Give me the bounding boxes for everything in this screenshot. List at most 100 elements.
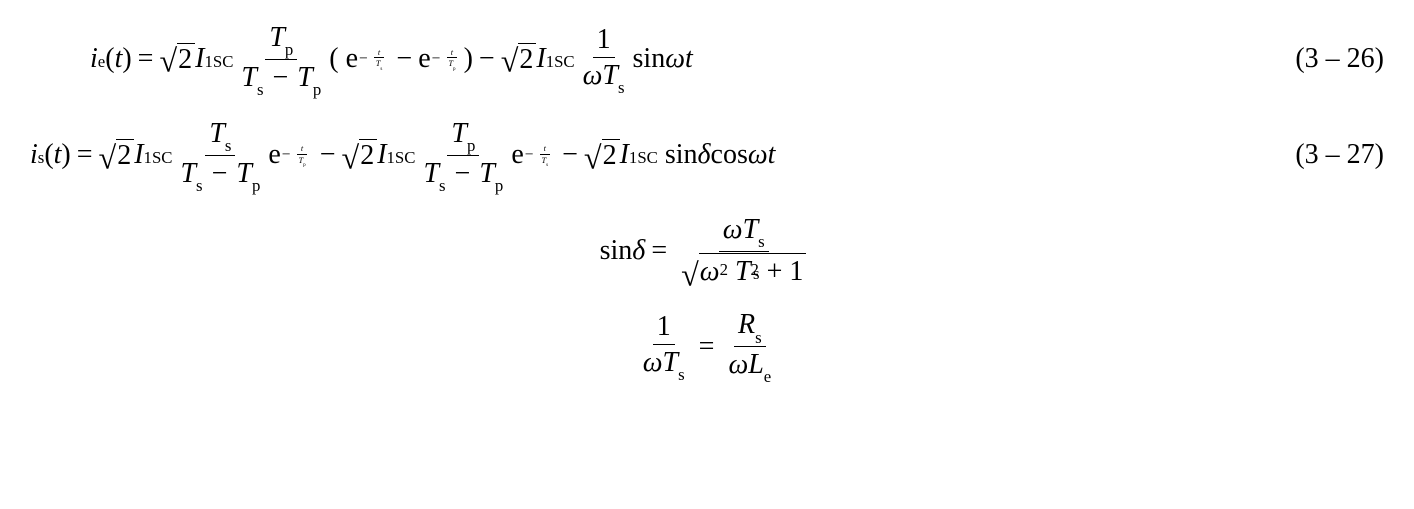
equation-3-26: ie ( t ) = √2 I1SC Tp Ts − Tp ( e − t Ts…	[30, 20, 693, 98]
equation-row-3-26: ie ( t ) = √2 I1SC Tp Ts − Tp ( e − t Ts…	[30, 20, 1384, 98]
Le-base: L	[748, 349, 764, 380]
frac-t-over-Ts: t Ts	[372, 47, 387, 72]
Rs-base: R	[738, 309, 755, 340]
equals-sign-4: =	[699, 331, 715, 363]
Ts-base-8: T	[735, 254, 751, 289]
equation-row-sindelta: sinδ = ωTs √ ω2 T2s + 1	[30, 212, 1384, 289]
delta-2: δ	[632, 235, 645, 267]
label-open-2: (	[1295, 139, 1304, 170]
e-symbol-3: e	[268, 139, 280, 171]
sqrt2-b: √2	[501, 43, 537, 76]
equation-label-3-26: (3 – 26)	[1265, 43, 1384, 75]
omega-4: ω	[723, 214, 743, 245]
equation-3-27: is ( t ) = √2 I1SC Ts Ts − Tp e − t Tp −	[30, 116, 775, 194]
Ts-base-3: T	[602, 60, 618, 91]
exp-Ts-sub-2: s	[546, 162, 548, 168]
Tp-base: T	[269, 22, 285, 53]
exp-minus-2: −	[432, 50, 441, 68]
Ts-sub: s	[257, 80, 264, 99]
exp-num-t-2: t	[447, 47, 457, 59]
lhs-arg: t	[115, 43, 123, 75]
close-paren-3: )	[61, 139, 70, 171]
Ts-base: T	[241, 62, 257, 93]
Tp-base-5: T	[479, 158, 495, 189]
lhs-arg-2: t	[54, 139, 62, 171]
I-symbol: I	[195, 43, 204, 75]
lhs-var: i	[90, 43, 98, 75]
I-symbol-3: I	[134, 139, 143, 171]
exp-Tp-sub-2: p	[303, 162, 306, 168]
sq-2a: 2	[720, 260, 728, 281]
Ts-base-7: T	[743, 214, 759, 245]
plus-one: + 1	[767, 254, 804, 289]
Le-sub: e	[764, 367, 771, 386]
Tp-sub-3: p	[252, 176, 260, 195]
radicand-2c: 2	[116, 139, 134, 172]
close-paren-2: )	[464, 43, 473, 75]
frac-1-over-omega-Ts-2: 1 ωTs	[639, 309, 689, 384]
exp-minus-t-over-Ts: − t Ts	[359, 47, 390, 72]
omega-6: ω	[643, 347, 663, 378]
sqrt-omega2Ts2-plus-1: √ ω2 T2s + 1	[681, 253, 806, 289]
Ts-sub-3: s	[618, 78, 625, 97]
minus-sign-5: −	[320, 139, 336, 171]
open-paren: (	[105, 43, 114, 75]
omega-3: ω	[748, 139, 768, 171]
omega-5: ω	[700, 254, 720, 289]
I-symbol-2: I	[536, 43, 545, 75]
omega-1: ω	[583, 60, 603, 91]
equals-sign-2: =	[77, 139, 93, 171]
frac-omega-Ts-over-sqrt: ωTs √ ω2 T2s + 1	[677, 212, 810, 289]
e-symbol: e	[346, 43, 358, 75]
sin-fn-3: sin	[600, 235, 633, 267]
Ts-base-4: T	[209, 118, 225, 149]
I-symbol-5: I	[620, 139, 629, 171]
I-sub-4: 1SC	[387, 148, 416, 168]
exp-num-t: t	[374, 47, 384, 59]
I-sub: 1SC	[204, 52, 233, 72]
exp-minus-t-over-Ts-2: − t Ts	[525, 143, 556, 168]
sqrt2-e: √2	[584, 139, 620, 172]
radicand-2d: 2	[359, 139, 377, 172]
Ts-sub-8: s	[753, 264, 760, 285]
omega-7: ω	[728, 349, 748, 380]
Ts-sub-6: s	[439, 176, 446, 195]
omega-2: ω	[665, 43, 685, 75]
I-sub-3: 1SC	[144, 148, 173, 168]
sin-fn: sin	[633, 43, 666, 75]
minus-sign-4: −	[212, 158, 228, 189]
equals-sign: =	[138, 43, 154, 75]
Ts-sub-5: s	[196, 176, 203, 195]
Ts-base-6: T	[423, 158, 439, 189]
equation-row-omega-ts: 1 ωTs = Rs ωLe	[30, 307, 1384, 385]
equation-label-3-27: (3 – 27)	[1265, 139, 1384, 171]
cos-fn: cos	[711, 139, 748, 171]
frac-Ts-over-Ts-minus-Tp: Ts Ts − Tp	[176, 116, 264, 194]
exp-Ts-sub: s	[380, 66, 382, 72]
radicand-2b: 2	[518, 43, 536, 76]
lhs-sub-2: s	[38, 148, 45, 168]
exp-minus: −	[359, 50, 368, 68]
radicand-2: 2	[177, 43, 195, 76]
minus-sign-7: −	[562, 139, 578, 171]
open-paren-3: (	[44, 139, 53, 171]
exp-Tp-sub: p	[453, 66, 456, 72]
frac-1-over-omega-Ts: 1 ωTs	[579, 22, 629, 97]
label-text: 3 – 26	[1305, 43, 1375, 74]
lhs-sub: e	[98, 52, 105, 72]
lhs-var-2: i	[30, 139, 38, 171]
exp-minus-4: −	[525, 146, 534, 164]
exp-minus-3: −	[282, 146, 291, 164]
Ts-sub-7: s	[758, 232, 765, 251]
minus-sign-2: −	[396, 43, 412, 75]
exp-minus-t-over-Tp: − t Tp	[432, 47, 464, 72]
frac-t-over-Ts-2: t Ts	[537, 143, 552, 168]
I-symbol-4: I	[377, 139, 386, 171]
minus-sign: −	[273, 62, 289, 93]
t-arg: t	[685, 43, 693, 75]
label-close: )	[1375, 43, 1384, 74]
radicand-2e: 2	[602, 139, 620, 172]
Tp-base-2: T	[297, 62, 313, 93]
frac-Tp-over-Ts-minus-Tp-2: Tp Ts − Tp	[419, 116, 507, 194]
Tp-sub-2: p	[313, 80, 321, 99]
